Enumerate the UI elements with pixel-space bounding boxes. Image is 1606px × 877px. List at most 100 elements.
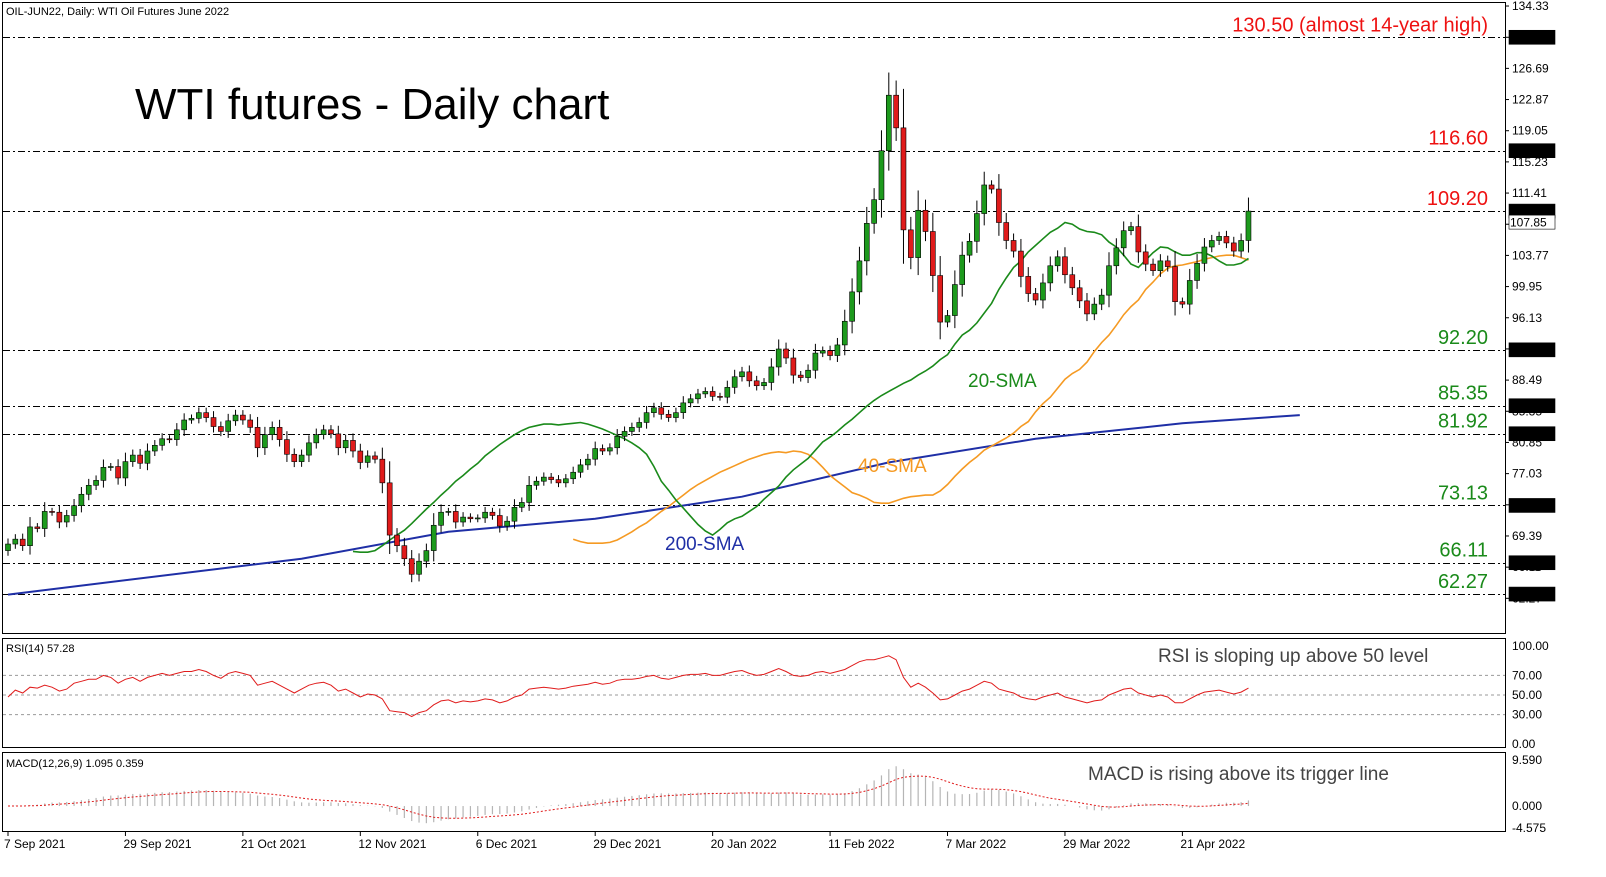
candle-bear — [996, 188, 1002, 223]
candle-bear — [658, 407, 665, 415]
sma20-label: 20-SMA — [968, 371, 1037, 392]
candle-bull — [702, 391, 709, 395]
candle-bull — [533, 480, 540, 486]
rsi-tick-label: 50.00 — [1512, 688, 1542, 702]
candle-bear — [1142, 251, 1149, 265]
candle-bear — [783, 348, 789, 359]
rsi-tick-label: 30.00 — [1512, 708, 1542, 722]
price-box-7 — [1508, 498, 1556, 513]
sma200-label: 200-SMA — [665, 534, 745, 555]
candle-bull — [651, 407, 657, 413]
candle-bull — [232, 414, 239, 422]
candle-bear — [599, 448, 606, 452]
sma40-label: 40-SMA — [858, 456, 927, 477]
horizontal-levels — [3, 37, 1505, 595]
candle-bull — [364, 455, 371, 463]
level-label-1: 116.60 — [1428, 128, 1488, 150]
candle-bull — [1157, 260, 1164, 271]
price-box-0 — [1508, 29, 1556, 45]
macd-label: MACD(12,26,9) 1.095 0.359 — [6, 758, 144, 770]
candle-bear — [357, 450, 364, 463]
candle-bull — [541, 476, 547, 482]
level-label-8: 62.27 — [1438, 571, 1488, 593]
candle-bear — [922, 209, 929, 232]
candle-bear — [379, 458, 386, 484]
candle-bear — [496, 515, 503, 527]
candle-bull — [1238, 240, 1244, 252]
candle-bear — [489, 511, 496, 516]
candle-bear — [665, 413, 672, 418]
candle-bear — [1164, 260, 1171, 267]
candle-bear — [34, 526, 41, 529]
candle-bull — [438, 511, 444, 526]
candle-bull — [981, 184, 988, 214]
candle-bear — [137, 454, 143, 464]
candle-bull — [636, 422, 643, 428]
candle-bear — [827, 350, 833, 356]
candle-bull — [474, 517, 481, 520]
candle-bear — [1018, 250, 1024, 277]
candle-bull — [966, 240, 973, 256]
candle-bull — [570, 471, 576, 480]
candle-bull — [856, 260, 863, 293]
rsi-tick-label: 100.00 — [1512, 639, 1549, 653]
candle-bear — [452, 511, 459, 523]
candle-bull — [952, 284, 958, 316]
candle-bull — [629, 427, 635, 432]
level-label-3: 92.20 — [1438, 327, 1488, 349]
candle-bear — [937, 275, 943, 323]
candle-bull — [100, 467, 107, 481]
level-label-7: 66.11 — [1439, 540, 1488, 562]
candle-bear — [350, 440, 356, 452]
candle-bull — [416, 560, 422, 575]
candle-bear — [555, 479, 562, 484]
price-tick-label: 122.87 — [1512, 93, 1549, 107]
price-tick-label: 134.33 — [1512, 0, 1549, 13]
candle-bear — [335, 433, 342, 449]
candle-bear — [408, 558, 415, 575]
candle-bear — [166, 438, 173, 441]
price-box-4 — [1508, 342, 1556, 358]
candle-bear — [467, 516, 474, 520]
time-tick-label: 11 Feb 2022 — [828, 837, 895, 851]
candle-bear — [386, 482, 393, 536]
candle-bear — [746, 371, 753, 382]
rsi-panel-frame — [2, 638, 1506, 748]
candle-bear — [19, 538, 26, 546]
candle-bull — [1091, 303, 1098, 315]
candle-bull — [445, 511, 452, 513]
candle-bull — [423, 550, 430, 562]
price-box-label-1: 116.60 — [1510, 144, 1546, 158]
price-box-8 — [1508, 555, 1556, 571]
macd-panel: 9.590 0.000 -4.575 — [8, 753, 1546, 835]
candle-bear — [49, 511, 55, 513]
candle-bull — [159, 438, 165, 446]
candle-bear — [240, 414, 246, 421]
candle-bear — [988, 184, 995, 190]
price-box-label-8: 66.11 — [1510, 556, 1539, 570]
candle-bull — [585, 458, 591, 466]
price-tick-label: 88.49 — [1512, 373, 1542, 387]
candle-bull — [724, 387, 731, 398]
candle-bull — [1245, 210, 1252, 241]
rsi-note: RSI is sloping up above 50 level — [1158, 646, 1428, 667]
rsi-label: RSI(14) 57.28 — [6, 643, 74, 655]
time-tick-label: 29 Sep 2021 — [123, 837, 191, 851]
candle-bull — [78, 493, 85, 506]
price-box-label-0: 130.50 — [1510, 31, 1547, 45]
candle-bull — [1186, 280, 1193, 305]
candle-bull — [27, 526, 33, 546]
candle-bull — [643, 412, 650, 423]
candle-bull — [1098, 294, 1105, 305]
candle-bull — [152, 445, 158, 452]
level-label-5: 81.92 — [1438, 411, 1488, 433]
candle-bull — [731, 376, 738, 388]
time-tick-label: 20 Jan 2022 — [711, 837, 777, 851]
macd-tick-label: 0.000 — [1512, 799, 1542, 813]
candle-bull — [1047, 265, 1054, 284]
candle-bull — [313, 434, 320, 444]
candle-bear — [908, 229, 914, 258]
candle-bull — [144, 450, 151, 464]
candle-bull — [518, 502, 525, 508]
candle-bull — [577, 464, 584, 473]
